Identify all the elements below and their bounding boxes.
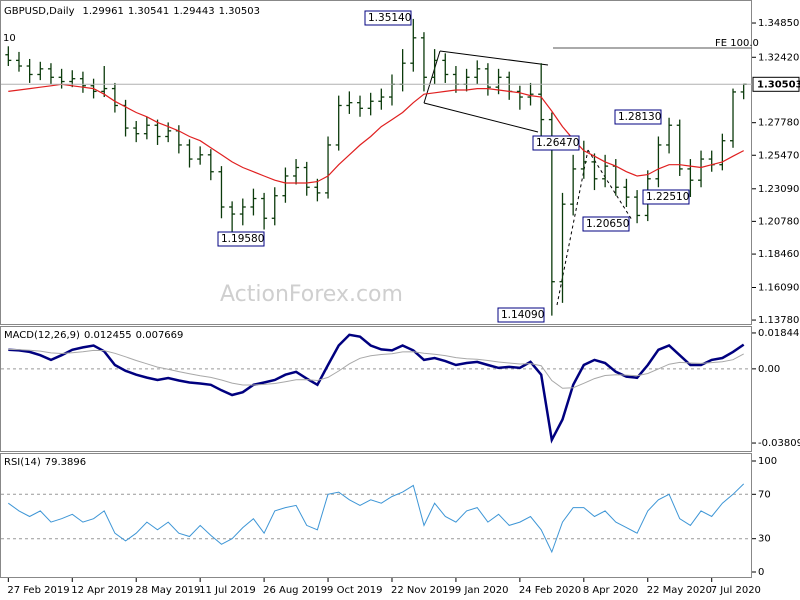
price-label-box xyxy=(642,189,690,205)
x-tick-label: 24 Feb 2020 xyxy=(519,585,581,596)
x-tick-label: 27 Feb 2019 xyxy=(7,585,69,596)
macd-header: MACD(12,26,9) 0.012455 0.007669 xyxy=(4,330,183,341)
rsi-header: RSI(14) 79.3896 xyxy=(4,457,86,468)
price-label-box xyxy=(532,135,580,151)
signal-value: 0.007669 xyxy=(136,330,184,341)
x-tick-label: 9 Jan 2020 xyxy=(455,585,509,596)
rsi-panel xyxy=(0,453,752,578)
x-tick-label: 26 Aug 2019 xyxy=(263,585,327,596)
y-tick-label: 70 xyxy=(758,489,771,500)
y-tick-label: 1.18460 xyxy=(758,249,799,260)
price-label: 1.19580 xyxy=(221,233,264,245)
price-label-box xyxy=(614,109,662,125)
close-value: 1.30503 xyxy=(219,6,260,17)
indicator-line xyxy=(8,348,744,389)
price-label: 1.28130 xyxy=(618,111,661,123)
indicator-line xyxy=(8,483,745,554)
y-tick-label: 1.27780 xyxy=(758,118,799,129)
macd-value: 0.012455 xyxy=(84,330,132,341)
y-tick-label: 0.018442 xyxy=(758,328,800,339)
y-tick-label: 1.13780 xyxy=(758,315,799,326)
channel-lower xyxy=(423,102,539,133)
x-tick-label: 22 May 2020 xyxy=(647,585,712,596)
price-label-box xyxy=(217,231,265,247)
price-label-box xyxy=(364,10,412,26)
rsi-value: 79.3896 xyxy=(45,457,86,468)
x-tick-label: 12 Apr 2019 xyxy=(71,585,133,596)
x-tick-label: 22 Nov 2019 xyxy=(391,585,455,596)
symbol: GBPUSD,Daily xyxy=(4,6,75,17)
channel-upper xyxy=(439,50,549,66)
y-tick-label: 1.25470 xyxy=(758,150,799,161)
price-label: 1.26470 xyxy=(536,137,579,149)
candles xyxy=(5,18,747,316)
price-label: 1.22510 xyxy=(646,191,689,203)
fe-label: FE 100.0 xyxy=(715,38,759,49)
open-value: 1.29961 xyxy=(83,6,124,17)
x-tick-label: 9 Oct 2019 xyxy=(327,585,382,596)
price-label: 1.35140 xyxy=(368,12,411,24)
y-tick-label: 1.34850 xyxy=(758,18,799,29)
current-price-box xyxy=(752,76,800,92)
y-tick-label: 1.20780 xyxy=(758,216,799,227)
price-label-box xyxy=(497,307,545,323)
macd-title: MACD(12,26,9) xyxy=(4,330,80,341)
watermark: ActionForex.com xyxy=(220,282,403,307)
cut-label: 10 xyxy=(3,33,16,44)
macd-panel xyxy=(0,326,752,452)
low-value: 1.29443 xyxy=(173,6,214,17)
price-header: GBPUSD,Daily 1.29961 1.30541 1.29443 1.30503 xyxy=(4,6,260,17)
price-label: 1.14090 xyxy=(501,309,544,321)
y-tick-label: -0.038095 xyxy=(758,438,800,449)
y-tick-label: 1.16090 xyxy=(758,282,799,293)
y-tick-label: 100 xyxy=(758,456,777,467)
price-label-box xyxy=(582,216,630,232)
y-tick-label: 1.32420 xyxy=(758,52,799,63)
high-value: 1.30541 xyxy=(128,6,169,17)
price-label: 1.20650 xyxy=(586,218,629,230)
price-panel xyxy=(0,0,752,325)
indicator-line xyxy=(8,333,745,444)
x-tick-label: 28 May 2019 xyxy=(135,585,200,596)
y-tick-label: 1.23090 xyxy=(758,184,799,195)
current-price-label: 1.30503 xyxy=(757,79,800,90)
x-tick-label: 11 Jul 2019 xyxy=(199,585,256,596)
x-tick-label: 8 Apr 2020 xyxy=(583,585,638,596)
y-tick-label: 0 xyxy=(758,567,764,578)
moving-average xyxy=(8,83,744,184)
rsi-title: RSI(14) xyxy=(4,457,41,468)
y-tick-label: 30 xyxy=(758,534,771,545)
dashed-projection xyxy=(587,149,633,221)
x-tick-label: 7 Jul 2020 xyxy=(711,585,761,596)
y-tick-label: 0.00 xyxy=(758,364,780,375)
